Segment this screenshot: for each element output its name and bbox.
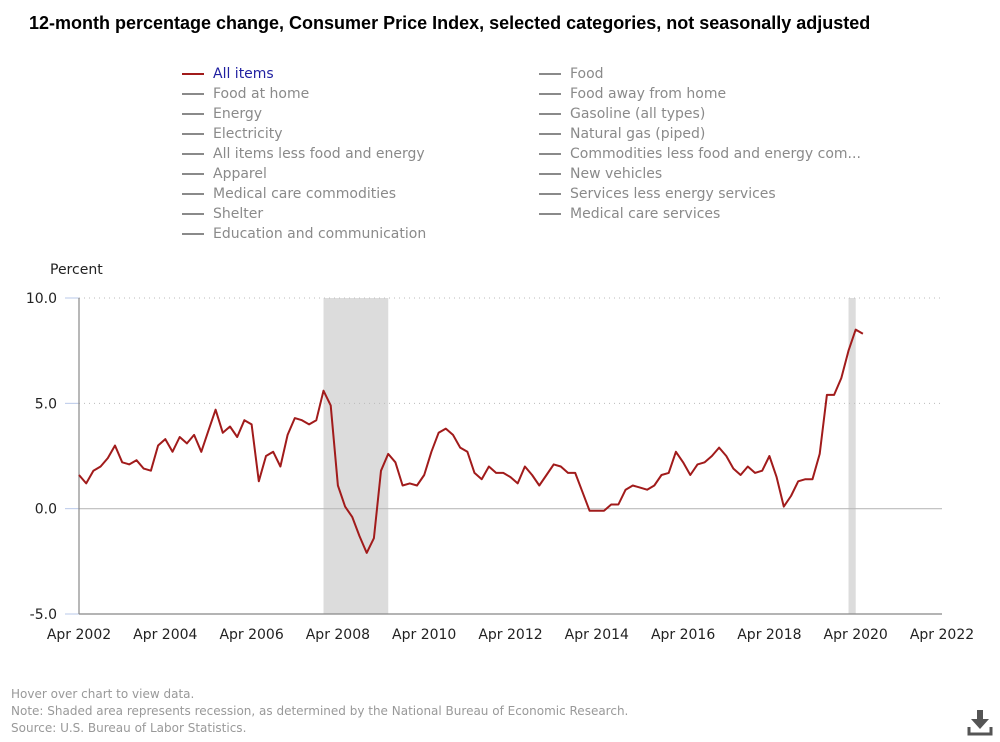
x-tick-label: Apr 2002	[47, 627, 111, 643]
legend-swatch	[182, 213, 204, 215]
legend-item[interactable]: Shelter	[182, 204, 426, 224]
x-tick-label: Apr 2004	[133, 627, 197, 643]
y-tick-label: 0.0	[35, 502, 57, 518]
y-axis-label: Percent	[50, 262, 103, 278]
legend-label: Services less energy services	[570, 186, 776, 202]
legend-swatch	[539, 93, 561, 95]
legend-item[interactable]: All items	[182, 64, 426, 84]
legend-label: New vehicles	[570, 166, 663, 182]
y-tick-label: -5.0	[30, 607, 57, 623]
legend-item[interactable]: Medical care commodities	[182, 184, 426, 204]
legend-item[interactable]: Education and communication	[182, 224, 426, 244]
legend-swatch	[539, 73, 561, 75]
x-tick-label: Apr 2010	[392, 627, 456, 643]
legend-label: Natural gas (piped)	[570, 126, 706, 142]
legend-item[interactable]: New vehicles	[539, 164, 861, 184]
legend-item[interactable]: Apparel	[182, 164, 426, 184]
legend-item[interactable]: Electricity	[182, 124, 426, 144]
legend-label: Gasoline (all types)	[570, 106, 706, 122]
recession-band	[848, 298, 856, 614]
legend-label: Food	[570, 66, 604, 82]
legend-swatch	[539, 193, 561, 195]
series-line-all-items	[78, 328, 864, 554]
recession-band	[323, 298, 389, 614]
legend-item[interactable]: Energy	[182, 104, 426, 124]
x-tick-label: Apr 2020	[824, 627, 888, 643]
x-tick-label: Apr 2012	[478, 627, 542, 643]
legend-swatch	[539, 213, 561, 215]
legend-swatch	[539, 153, 561, 155]
legend-left-column: All items Food at home Energy Electricity Al…	[182, 64, 426, 244]
legend-swatch	[539, 113, 561, 115]
chart-notes: Hover over chart to view data. Note: Sha…	[11, 686, 628, 737]
x-tick-label: Apr 2014	[565, 627, 629, 643]
legend-label: Shelter	[213, 206, 264, 222]
x-tick-label: Apr 2016	[651, 627, 715, 643]
line-chart[interactable]: 10.0 5.0 0.0 -5.0 Apr 2002 Apr 2004 Apr 2006 Ap…	[0, 0, 1000, 680]
legend-item[interactable]: Services less energy services	[539, 184, 861, 204]
legend-label: Energy	[213, 106, 263, 122]
download-icon	[967, 710, 993, 736]
legend-label: All items	[213, 66, 274, 82]
x-tick-label: Apr 2018	[737, 627, 801, 643]
chart-title: 12-month percentage change, Consumer Pri…	[29, 13, 871, 33]
legend-label: Education and communication	[213, 226, 427, 242]
legend-label: Apparel	[213, 166, 267, 182]
legend-item[interactable]: Natural gas (piped)	[539, 124, 861, 144]
recession-note: Note: Shaded area represents recession, …	[11, 704, 629, 718]
legend-item[interactable]: Gasoline (all types)	[539, 104, 861, 124]
x-tick-label: Apr 2006	[219, 627, 283, 643]
y-tick-label: 10.0	[26, 291, 57, 307]
legend-item[interactable]: Commodities less food and energy com...	[539, 144, 861, 164]
download-button[interactable]	[966, 708, 994, 736]
y-tick-label: 5.0	[35, 396, 57, 412]
legend-label: Food away from home	[570, 86, 727, 102]
legend-label: Food at home	[213, 86, 310, 102]
legend-swatch	[182, 193, 204, 195]
legend-swatch	[182, 153, 204, 155]
legend-label: Electricity	[213, 126, 283, 142]
legend-item[interactable]: Medical care services	[539, 204, 861, 224]
legend-item[interactable]: Food at home	[182, 84, 426, 104]
legend-swatch	[182, 73, 204, 75]
legend-swatch	[182, 93, 204, 95]
x-tick-label: Apr 2008	[306, 627, 370, 643]
legend-swatch	[182, 233, 204, 235]
legend-swatch	[182, 133, 204, 135]
legend-swatch	[539, 133, 561, 135]
legend-label: Commodities less food and energy com...	[570, 146, 861, 162]
legend-swatch	[182, 173, 204, 175]
legend-swatch	[182, 113, 204, 115]
legend-item[interactable]: Food	[539, 64, 861, 84]
legend-label: Medical care services	[570, 206, 721, 222]
legend-label: All items less food and energy	[213, 146, 425, 162]
x-tick-label: Apr 2022	[910, 627, 974, 643]
legend-label: Medical care commodities	[213, 186, 397, 202]
legend-item[interactable]: Food away from home	[539, 84, 861, 104]
hover-hint: Hover over chart to view data.	[11, 687, 195, 701]
legend-right-column: Food Food away from home Gasoline (all typ…	[539, 64, 861, 224]
legend-swatch	[539, 173, 561, 175]
source-note: Source: U.S. Bureau of Labor Statistics.	[11, 721, 247, 735]
legend-item[interactable]: All items less food and energy	[182, 144, 426, 164]
